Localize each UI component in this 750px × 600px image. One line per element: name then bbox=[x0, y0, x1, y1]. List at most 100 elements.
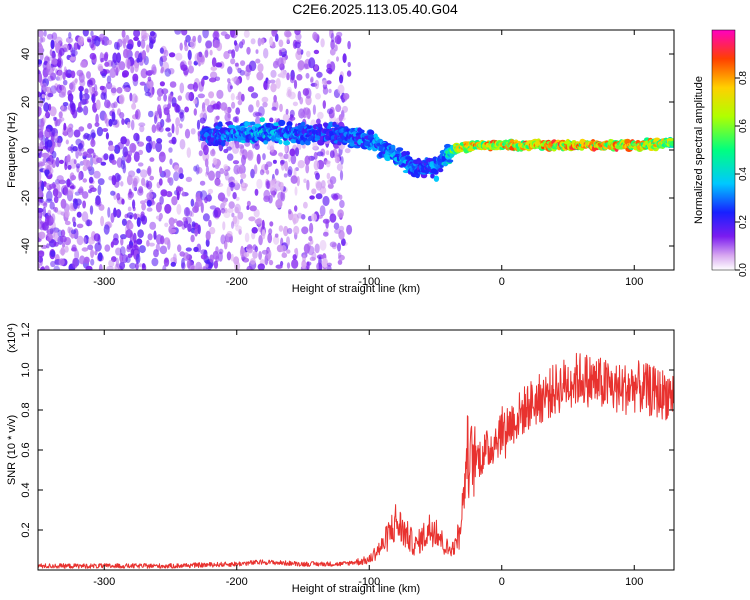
noise-speckle bbox=[258, 251, 262, 260]
noise-speckle bbox=[312, 31, 318, 41]
noise-speckle bbox=[220, 197, 229, 203]
noise-speckle bbox=[305, 87, 312, 99]
noise-speckle bbox=[219, 168, 225, 175]
noise-speckle bbox=[51, 52, 57, 59]
noise-speckle bbox=[158, 178, 163, 186]
noise-speckle bbox=[141, 50, 147, 60]
ridge-cell bbox=[278, 119, 286, 127]
noise-speckle bbox=[286, 35, 290, 44]
noise-speckle bbox=[226, 153, 234, 161]
noise-speckle bbox=[148, 139, 153, 150]
spectrogram-xlabel: Height of straight line (km) bbox=[292, 283, 420, 295]
noise-speckle bbox=[330, 39, 335, 50]
noise-speckle bbox=[105, 132, 109, 140]
noise-speckle bbox=[176, 191, 180, 201]
noise-speckle bbox=[184, 128, 191, 139]
noise-speckle bbox=[146, 180, 153, 190]
noise-speckle bbox=[43, 30, 47, 37]
noise-speckle bbox=[186, 147, 191, 159]
noise-speckle bbox=[241, 154, 246, 166]
noise-speckle bbox=[230, 253, 234, 262]
noise-speckle bbox=[70, 229, 77, 235]
noise-speckle bbox=[250, 168, 255, 179]
noise-speckle bbox=[301, 226, 309, 235]
noise-speckle bbox=[97, 178, 105, 186]
noise-speckle bbox=[266, 169, 270, 175]
noise-speckle bbox=[173, 171, 180, 182]
noise-speckle bbox=[205, 165, 210, 176]
noise-speckle bbox=[177, 244, 182, 253]
noise-speckle bbox=[111, 175, 117, 186]
noise-speckle bbox=[303, 63, 309, 70]
noise-speckle bbox=[155, 215, 162, 220]
noise-speckle bbox=[59, 47, 65, 57]
noise-speckle bbox=[302, 88, 310, 96]
noise-speckle bbox=[147, 69, 155, 75]
noise-speckle bbox=[136, 217, 141, 228]
snr-ytick-label: 0.4 bbox=[20, 482, 32, 497]
noise-speckle bbox=[246, 46, 251, 55]
noise-speckle bbox=[302, 144, 306, 149]
noise-speckle bbox=[118, 94, 125, 105]
noise-speckle bbox=[82, 200, 86, 209]
noise-speckle bbox=[212, 209, 219, 218]
noise-speckle bbox=[214, 76, 221, 82]
noise-speckle bbox=[208, 170, 215, 181]
noise-speckle bbox=[38, 181, 41, 188]
noise-speckle bbox=[326, 63, 332, 70]
noise-speckle bbox=[291, 259, 299, 269]
ridge-cell bbox=[306, 125, 312, 129]
noise-speckle bbox=[254, 143, 260, 150]
noise-speckle bbox=[133, 213, 138, 220]
noise-speckle bbox=[316, 151, 324, 157]
ridge-cell bbox=[225, 121, 232, 126]
noise-speckle bbox=[232, 216, 238, 225]
noise-speckle bbox=[113, 101, 118, 108]
noise-speckle bbox=[241, 39, 245, 45]
noise-speckle bbox=[286, 72, 290, 81]
noise-speckle bbox=[320, 180, 326, 189]
noise-speckle bbox=[138, 149, 144, 155]
noise-speckle bbox=[204, 49, 209, 58]
noise-speckle bbox=[75, 163, 81, 169]
noise-speckle bbox=[288, 91, 296, 100]
noise-speckle bbox=[209, 226, 216, 235]
noise-speckle bbox=[342, 105, 348, 113]
noise-speckle bbox=[136, 238, 143, 245]
noise-speckle bbox=[239, 69, 245, 76]
noise-speckle bbox=[283, 173, 288, 178]
ridge-cell bbox=[358, 129, 365, 133]
noise-speckle bbox=[280, 190, 286, 202]
noise-speckle bbox=[38, 222, 41, 230]
ridge-cell bbox=[437, 161, 442, 166]
noise-speckle bbox=[53, 265, 60, 270]
noise-speckle bbox=[302, 254, 306, 262]
noise-speckle bbox=[87, 244, 94, 251]
noise-speckle bbox=[137, 162, 144, 167]
noise-speckle bbox=[216, 89, 224, 99]
noise-speckle bbox=[326, 150, 330, 156]
snr-xtick-label: 100 bbox=[625, 576, 643, 588]
noise-speckle bbox=[305, 72, 310, 79]
noise-speckle bbox=[119, 261, 126, 270]
noise-speckle bbox=[131, 103, 137, 110]
noise-speckle bbox=[53, 116, 57, 121]
noise-speckle bbox=[167, 177, 172, 184]
noise-speckle bbox=[74, 78, 78, 84]
noise-speckle bbox=[104, 99, 111, 109]
noise-speckle bbox=[41, 93, 45, 99]
noise-speckle bbox=[146, 167, 151, 175]
noise-speckle bbox=[220, 102, 228, 111]
noise-speckle bbox=[344, 148, 351, 154]
noise-speckle bbox=[120, 136, 127, 145]
noise-speckle bbox=[188, 65, 194, 74]
noise-speckle bbox=[70, 70, 76, 79]
noise-speckle bbox=[38, 59, 43, 65]
noise-speckle bbox=[209, 77, 217, 83]
noise-speckle bbox=[121, 254, 128, 263]
noise-speckle bbox=[141, 177, 146, 186]
noise-speckle bbox=[317, 111, 324, 120]
noise-speckle bbox=[175, 104, 181, 113]
noise-speckle bbox=[198, 150, 203, 157]
noise-speckle bbox=[307, 155, 312, 163]
